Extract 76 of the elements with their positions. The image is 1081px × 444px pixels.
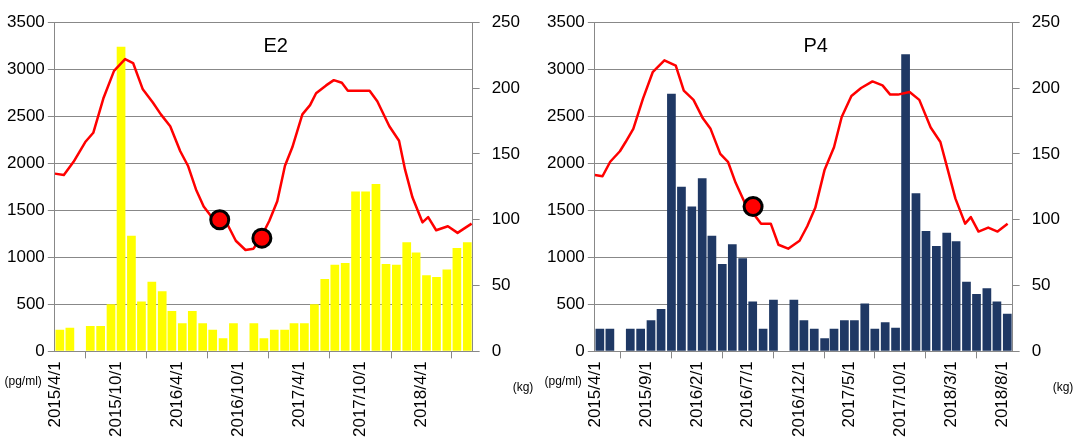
x-tick-label: 2016/4/1 [166, 361, 186, 428]
y-tick-label: 2500 [546, 105, 585, 125]
bar [116, 46, 126, 351]
bar [758, 328, 768, 351]
y-tick-label: 1500 [546, 199, 585, 219]
y2-tick-label: 200 [1031, 77, 1061, 97]
x-tick-label: 2018/4/1 [411, 361, 431, 428]
y-tick-label: 3000 [546, 58, 585, 78]
bar [595, 328, 605, 351]
y2-axis-title: (kg) [1052, 379, 1074, 394]
x-tick-label: 2015/9/1 [635, 361, 655, 428]
bar [769, 299, 778, 351]
y2-tick-label: 100 [1031, 209, 1061, 229]
x-tick-label: 2016/7/1 [737, 361, 757, 428]
y2-tick-label: 250 [491, 11, 521, 31]
bar [799, 320, 809, 351]
y-axis-title: (pg/ml) [544, 373, 582, 388]
x-tick-label: 2017/10/1 [350, 361, 370, 438]
y-tick-label: 1500 [6, 199, 45, 219]
bar [911, 193, 921, 351]
y2-tick-label: 200 [491, 77, 521, 97]
x-tick-label: 2015/10/1 [105, 361, 125, 438]
bar [106, 304, 116, 351]
y-tick-label: 2500 [6, 105, 45, 125]
bar [55, 329, 65, 351]
bar [605, 328, 615, 351]
y2-tick-label: 0 [1031, 341, 1042, 361]
x-tick-label: 2017/5/1 [839, 361, 859, 428]
text: E2 [263, 33, 288, 56]
x-tick-label: 2018/3/1 [940, 361, 960, 428]
bar [462, 242, 472, 351]
y2-axis-title: (kg) [512, 379, 534, 394]
y-tick-label: 2000 [546, 152, 585, 172]
bar [452, 247, 462, 351]
x-tick-label: 2017/4/1 [289, 361, 309, 428]
y-tick-label: 2000 [6, 152, 45, 172]
bar [656, 309, 666, 351]
y-tick-label: 1000 [6, 247, 45, 267]
y-tick-label: 3000 [6, 58, 45, 78]
bar [992, 301, 1002, 351]
y2-tick-label: 150 [1031, 143, 1061, 163]
y2-tick-label: 250 [1031, 11, 1061, 31]
x-tick-label: 2016/10/1 [228, 361, 248, 438]
y-tick-label: 1000 [546, 247, 585, 267]
y2-tick-label: 0 [491, 341, 502, 361]
y-tick-label: 500 [556, 294, 585, 314]
bar [789, 299, 799, 351]
bar [646, 320, 656, 351]
x-tick-label: 2018/8/1 [991, 361, 1011, 428]
y2-tick-label: 100 [491, 209, 521, 229]
bar [921, 230, 931, 351]
y-axis-title: (pg/ml) [4, 373, 42, 388]
bar [1002, 313, 1012, 351]
bar [381, 263, 391, 351]
x-tick-label: 2016/12/1 [788, 361, 808, 438]
bar [218, 338, 228, 351]
bar [259, 338, 269, 351]
bar [371, 183, 381, 351]
bar [65, 327, 75, 351]
x-tick-label: 2015/4/1 [584, 361, 604, 428]
y-tick-label: 500 [16, 294, 45, 314]
bar [249, 323, 259, 351]
x-tick-label: 2016/2/1 [686, 361, 706, 428]
y-tick-label: 0 [575, 341, 585, 361]
bar [229, 323, 238, 351]
text: P4 [803, 33, 828, 56]
bar [982, 288, 992, 351]
x-tick-label: 2017/10/1 [890, 361, 910, 438]
y-tick-label: 3500 [6, 11, 45, 31]
bar [442, 269, 452, 351]
y-tick-label: 0 [35, 341, 45, 361]
y2-tick-label: 50 [1031, 275, 1051, 295]
y-tick-label: 3500 [546, 11, 585, 31]
y2-tick-label: 50 [491, 275, 511, 295]
y2-tick-label: 150 [491, 143, 521, 163]
x-tick-label: 2015/4/1 [44, 361, 64, 428]
